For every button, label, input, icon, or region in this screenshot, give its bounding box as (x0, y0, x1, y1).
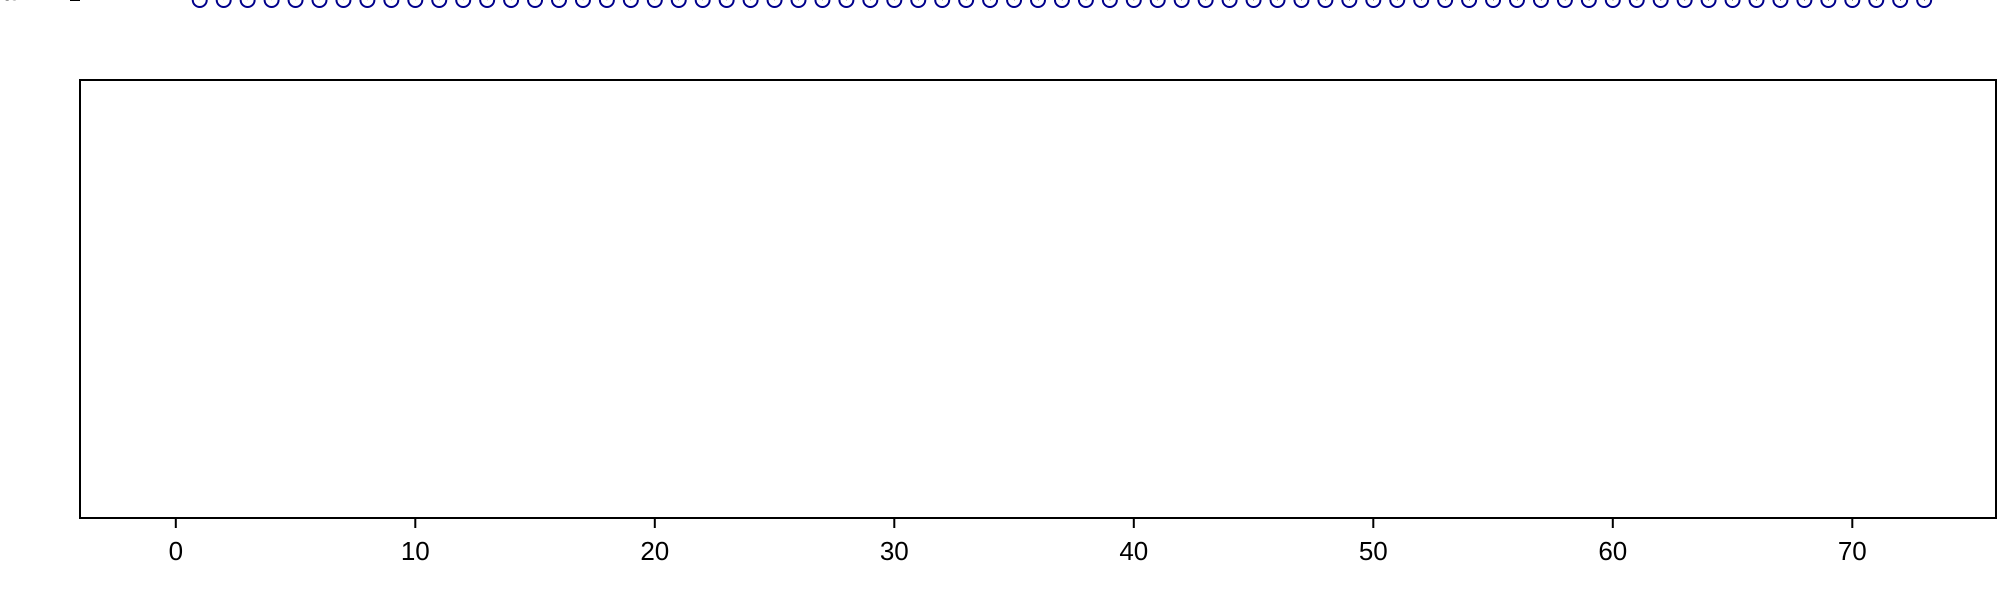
data-point (670, 0, 687, 8)
data-point (1006, 0, 1023, 8)
data-point (1916, 0, 1933, 8)
data-point (910, 0, 927, 8)
data-point (1413, 0, 1430, 8)
data-point (1700, 0, 1717, 8)
data-point (1030, 0, 1046, 8)
data-point (1509, 0, 1525, 8)
data-point (1772, 0, 1789, 8)
data-point (1149, 0, 1166, 8)
x-tick-label: 30 (880, 536, 909, 566)
data-point (814, 0, 831, 8)
x-tick-label: 60 (1598, 536, 1627, 566)
data-point (1053, 0, 1070, 8)
data-point (1652, 0, 1669, 8)
data-point (598, 0, 615, 8)
data-marks (191, 0, 1933, 8)
y-tick-label: 120 (0, 0, 22, 6)
data-point (551, 0, 567, 8)
data-point (1341, 0, 1358, 8)
x-tick-label: 50 (1359, 536, 1388, 566)
data-point (1437, 0, 1454, 8)
data-point (503, 0, 520, 8)
data-point (1868, 0, 1885, 8)
data-point (1101, 0, 1118, 8)
data-point (694, 0, 711, 8)
data-point (263, 0, 280, 8)
data-point (622, 0, 639, 8)
data-point (1293, 0, 1310, 8)
data-point (239, 0, 256, 8)
data-point (1245, 0, 1262, 8)
data-point (982, 0, 999, 8)
data-point (287, 0, 304, 8)
x-tick-label: 70 (1838, 536, 1867, 566)
data-point (1676, 0, 1693, 8)
data-point (742, 0, 759, 8)
y-axis: 406080120 (0, 0, 80, 6)
data-point (1796, 0, 1813, 8)
plot-frame (79, 79, 1997, 519)
data-point (1628, 0, 1645, 8)
data-point (1604, 0, 1621, 8)
data-point (1580, 0, 1597, 8)
data-point (431, 0, 448, 8)
x-tick-label: 20 (640, 536, 669, 566)
data-point (1556, 0, 1573, 8)
data-point (1389, 0, 1406, 8)
data-point (335, 0, 352, 8)
data-point (191, 0, 208, 8)
data-point (574, 0, 591, 8)
data-point (838, 0, 855, 8)
data-point (1820, 0, 1837, 8)
x-tick-label: 40 (1119, 536, 1148, 566)
data-point (527, 0, 544, 8)
x-tick-label: 10 (401, 536, 430, 566)
data-point (1197, 0, 1214, 8)
data-point (1077, 0, 1094, 8)
data-point (359, 0, 376, 8)
y-tick-label: 60 (0, 0, 14, 6)
data-point (1221, 0, 1238, 8)
data-point (1125, 0, 1142, 8)
data-point (886, 0, 903, 8)
data-point (862, 0, 879, 8)
data-point (479, 0, 496, 8)
y-tick-label: 80 (0, 0, 14, 6)
x-tick-label: 0 (169, 536, 183, 566)
data-point (718, 0, 735, 8)
data-point (1317, 0, 1334, 8)
data-point (1461, 0, 1478, 8)
data-point (407, 0, 424, 8)
data-point (383, 0, 400, 8)
data-point (1532, 0, 1549, 8)
data-point (766, 0, 783, 8)
data-point (1485, 0, 1502, 8)
data-point (646, 0, 663, 8)
data-point (1844, 0, 1861, 8)
y-tick-label: 40 (0, 0, 14, 6)
data-point (1892, 0, 1909, 8)
data-point (311, 0, 328, 8)
data-point (934, 0, 951, 8)
data-point (1269, 0, 1286, 8)
data-point (455, 0, 472, 8)
data-point (958, 0, 975, 8)
data-point (215, 0, 232, 8)
data-point (1365, 0, 1382, 8)
data-point (1748, 0, 1765, 8)
data-point (1173, 0, 1190, 8)
data-point (790, 0, 807, 8)
data-point (1724, 0, 1741, 8)
x-axis: 0 10 20 30 40 50 60 70 (169, 517, 1867, 566)
